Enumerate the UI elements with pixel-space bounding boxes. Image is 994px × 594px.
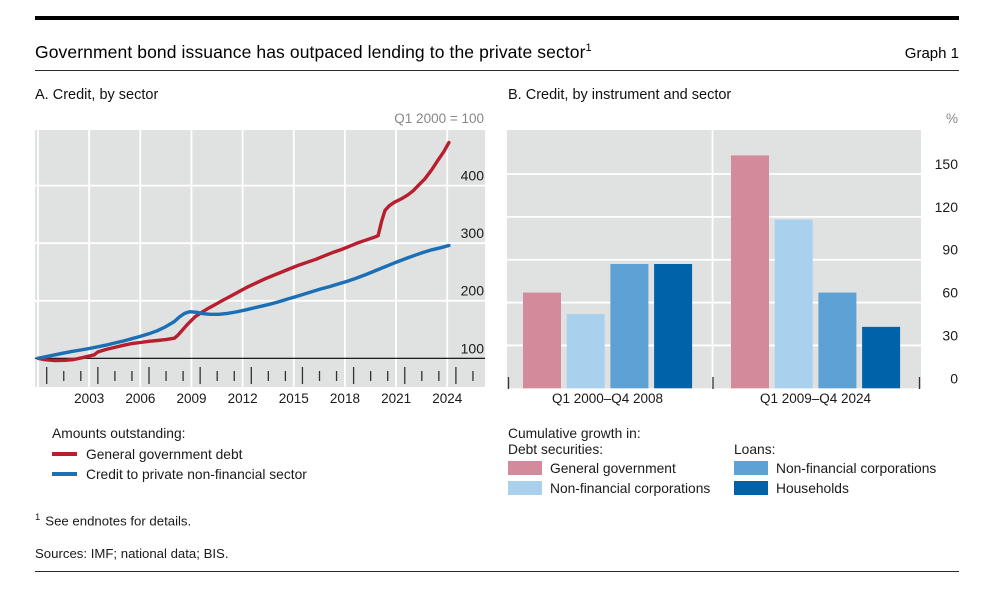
- darkblue-bar-swatch: [734, 481, 768, 495]
- legend-item-debt-nonfinancial-corporations: Non-financial corporations: [508, 480, 710, 496]
- panel-a-x-axis-label: 2012: [228, 391, 258, 406]
- panel-b-legend-heading: Cumulative growth in:: [508, 426, 641, 441]
- panel-b-category-label: Q1 2009–Q4 2024: [760, 391, 872, 406]
- legend-item-loans-nonfinancial-corporations: Non-financial corporations: [734, 460, 936, 476]
- graph-number-label: Graph 1: [904, 45, 959, 62]
- panel-b-unit-label: %: [946, 111, 958, 126]
- panel-b-bar: [566, 314, 605, 389]
- legend-label: General government: [550, 460, 676, 476]
- panel-b-y-axis-label: 0: [950, 370, 958, 386]
- panel-b-y-axis-label: 30: [942, 327, 958, 343]
- panel-a-title: A. Credit, by sector: [35, 87, 159, 103]
- panel-a-plot-area: [35, 130, 485, 387]
- footnote: 1 See endnotes for details.: [35, 512, 191, 528]
- panel-b-y-axis-label: 120: [935, 199, 959, 215]
- panel-b-bar: [654, 264, 693, 389]
- legend-label: General government debt: [86, 446, 243, 462]
- panel-a-x-axis-label: 2015: [279, 391, 309, 406]
- sources-line: Sources: IMF; national data; BIS.: [35, 546, 229, 561]
- legend-item-debt-general-government: General government: [508, 460, 676, 476]
- lightblue-bar-swatch: [508, 481, 542, 495]
- panel-a-x-axis-label: 2003: [74, 391, 104, 406]
- legend-label: Credit to private non-financial sector: [86, 466, 307, 482]
- panel-a-unit-label: Q1 2000 = 100: [394, 111, 484, 126]
- panel-b-y-axis-label: 90: [942, 242, 958, 258]
- panel-a-x-axis-label: 2021: [381, 391, 411, 406]
- panel-b-bar: [862, 326, 901, 389]
- legend-item-government-debt: General government debt: [52, 445, 242, 463]
- panel-a-x-axis-label: 2018: [330, 391, 360, 406]
- panel-b-plot-area: [507, 130, 921, 389]
- legend-label: Households: [776, 480, 849, 496]
- panel-a-legend-heading: Amounts outstanding:: [52, 426, 186, 441]
- panel-a-y-axis-label: 200: [461, 283, 485, 299]
- footnote-marker: 1: [35, 512, 41, 523]
- panel-a-y-axis-label: 400: [461, 168, 485, 184]
- panel-b-title: B. Credit, by instrument and sector: [508, 87, 732, 103]
- legend-column-loans: Loans:: [734, 442, 776, 457]
- panel-b-bar: [731, 155, 769, 389]
- panel-b-category-label: Q1 2000–Q4 2008: [552, 391, 663, 406]
- pink-bar-swatch: [508, 461, 542, 475]
- panel-a-y-axis-label: 100: [461, 340, 485, 356]
- panel-b-y-axis-label: 150: [935, 156, 959, 172]
- panel-b-bar: [774, 219, 813, 389]
- legend-column-debt-securities: Debt securities:: [508, 442, 604, 457]
- panel-a-line-series-1: [36, 243, 451, 360]
- legend-item-private-credit: Credit to private non-financial sector: [52, 465, 307, 483]
- panel-a-line-series-0: [36, 140, 451, 363]
- graph-title-superscript: 1: [585, 42, 592, 55]
- legend-label: Non-financial corporations: [776, 460, 937, 476]
- panel-b-bar: [610, 264, 649, 389]
- red-line-swatch: [52, 452, 77, 456]
- blue-line-swatch: [52, 472, 77, 476]
- panel-b-bar: [818, 292, 857, 389]
- top-rule: [35, 16, 959, 20]
- legend-label: Non-financial corporations: [550, 480, 711, 496]
- footnote-text: See endnotes for details.: [45, 513, 192, 529]
- panel-b-bar: [523, 292, 561, 389]
- panel-b-y-axis-label: 60: [942, 285, 958, 301]
- graph-title: Government bond issuance has outpaced le…: [35, 42, 592, 63]
- panel-a-x-axis-label: 2006: [125, 391, 155, 406]
- panel-a-x-axis-label: 2024: [432, 391, 463, 406]
- panel-a-y-axis-label: 300: [461, 225, 485, 241]
- graph-title-text: Government bond issuance has outpaced le…: [35, 42, 586, 62]
- panel-a-x-axis-label: 2009: [176, 391, 206, 406]
- midblue-bar-swatch: [734, 461, 768, 475]
- bottom-rule: [35, 571, 959, 573]
- title-divider-rule: [35, 70, 959, 72]
- legend-item-loans-households: Households: [734, 480, 849, 496]
